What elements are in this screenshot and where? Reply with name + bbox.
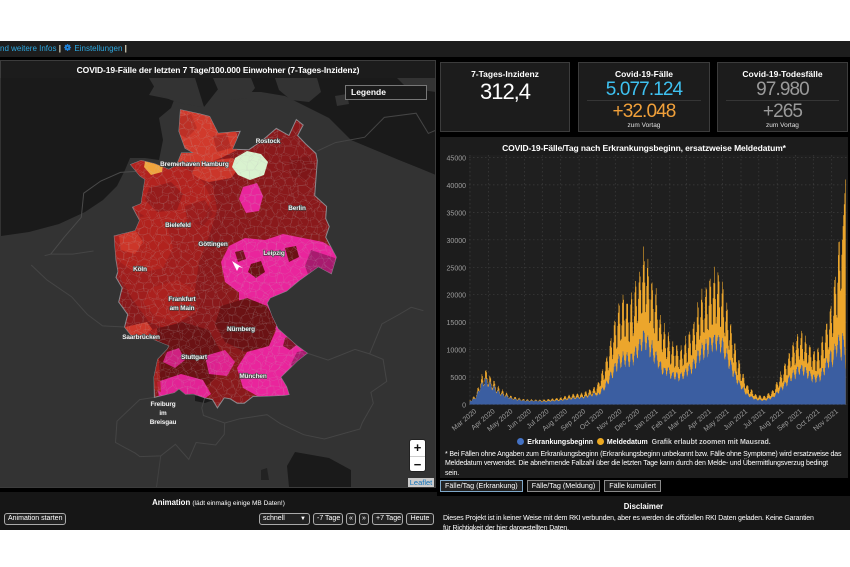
svg-text:Stuttgart: Stuttgart xyxy=(181,354,208,361)
svg-text:20000: 20000 xyxy=(447,293,467,300)
svg-text:Frankfurt: Frankfurt xyxy=(168,296,196,303)
svg-text:30000: 30000 xyxy=(447,238,467,245)
svg-text:am Main: am Main xyxy=(170,305,195,312)
svg-text:Köln: Köln xyxy=(133,266,147,273)
svg-text:Nürnberg: Nürnberg xyxy=(227,326,255,333)
svg-text:35000: 35000 xyxy=(447,210,467,217)
svg-text:5000: 5000 xyxy=(450,375,466,382)
svg-text:Göttingen: Göttingen xyxy=(198,241,227,248)
svg-text:München: München xyxy=(239,373,267,380)
svg-text:Leipzig: Leipzig xyxy=(263,250,285,257)
svg-text:45000: 45000 xyxy=(447,156,467,163)
svg-text:Bremerhaven: Bremerhaven xyxy=(160,161,200,168)
svg-text:Berlin: Berlin xyxy=(288,205,306,212)
svg-text:10000: 10000 xyxy=(447,348,467,355)
svg-text:im: im xyxy=(159,410,167,417)
svg-text:Rostock: Rostock xyxy=(256,138,281,145)
svg-text:25000: 25000 xyxy=(447,265,467,272)
svg-text:Saarbrücken: Saarbrücken xyxy=(122,334,160,341)
svg-text:40000: 40000 xyxy=(447,183,467,190)
svg-text:Bielefeld: Bielefeld xyxy=(165,222,191,229)
svg-text:0: 0 xyxy=(462,403,466,410)
svg-text:15000: 15000 xyxy=(447,320,467,327)
svg-text:Breisgau: Breisgau xyxy=(150,419,177,426)
svg-text:Freiburg: Freiburg xyxy=(150,401,175,408)
svg-text:Hamburg: Hamburg xyxy=(201,161,229,168)
